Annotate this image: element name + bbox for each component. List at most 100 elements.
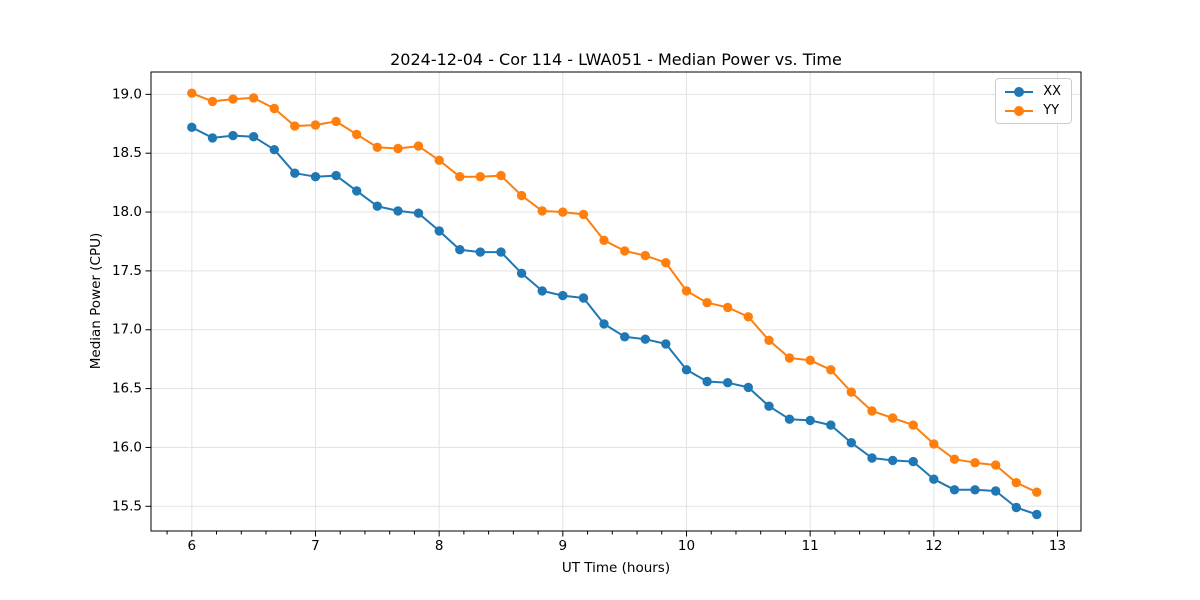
data-point-yy [248,93,259,103]
data-point-yy [1011,478,1021,488]
data-point-yy [475,172,485,182]
data-point-yy [846,387,856,397]
data-point-yy [805,355,815,365]
data-point-yy [991,460,1001,470]
y-tick-label: 19.0 [112,86,142,102]
circle-marker-icon [1014,86,1025,97]
legend-label-xx: XX [1043,84,1061,99]
data-point-xx [558,290,568,301]
x-tick-label: 12 [925,538,942,554]
data-point-yy [331,116,341,127]
data-point-xx [888,455,898,466]
x-tick-label: 13 [1049,538,1066,554]
data-point-yy [187,88,197,98]
x-tick-label: 8 [435,538,444,554]
data-point-xx [496,247,506,257]
y-tick-label: 15.5 [112,498,142,514]
data-point-yy [290,121,300,131]
data-point-yy [516,190,527,201]
data-point-xx [413,208,424,218]
legend-item-yy: YY [1005,104,1061,117]
data-point-yy [929,439,939,449]
data-point-xx [826,420,836,430]
data-point-xx [681,365,692,375]
data-point-yy [372,142,382,152]
x-tick-label: 6 [188,538,197,554]
data-point-xx [805,415,815,426]
data-point-xx [970,485,980,495]
data-point-xx [290,168,300,178]
data-point-xx [661,339,671,349]
legend-label-yy: YY [1043,103,1060,118]
data-point-yy [537,206,547,216]
x-tick-label: 7 [311,538,320,554]
data-point-yy [702,298,712,308]
data-point-xx [764,401,774,411]
data-point-yy [496,170,506,181]
data-point-yy [393,143,403,154]
x-axis-label: UT Time (hours) [561,560,671,576]
data-point-xx [784,414,795,424]
y-tick-label: 16.0 [112,439,142,455]
data-point-yy [867,406,877,416]
data-point-yy [455,172,465,182]
legend-item-xx: XX [1005,85,1061,98]
data-point-xx [331,170,341,181]
data-point-xx [599,319,609,329]
plot-border [150,71,1082,532]
data-point-yy [310,120,321,130]
y-tick-label: 17.0 [112,322,142,338]
data-point-xx [1011,502,1021,513]
x-tick-label: 11 [802,538,819,554]
x-tick-label: 10 [678,538,695,554]
data-point-yy [352,129,362,140]
data-point-yy [558,207,568,217]
data-point-yy [661,258,671,268]
data-point-yy [578,209,589,220]
chart-title: 2024-12-04 - Cor 114 - LWA051 - Median P… [390,50,842,69]
data-point-xx [702,376,712,387]
data-point-xx [310,172,321,182]
y-tick-label: 17.5 [112,263,142,279]
circle-marker-icon [1014,105,1025,116]
data-point-xx [269,145,279,155]
data-point-yy [826,365,836,375]
data-point-yy [908,420,918,430]
y-tick-label: 16.5 [112,381,142,397]
data-point-yy [888,413,898,423]
data-point-yy [723,302,733,313]
data-point-xx [743,382,753,393]
data-point-xx [908,456,918,467]
data-point-yy [434,155,444,165]
data-point-xx [434,226,444,236]
data-point-yy [1032,487,1042,497]
data-point-xx [228,130,238,141]
data-point-yy [784,353,795,363]
y-tick-label: 18.0 [112,204,142,220]
data-point-yy [743,312,753,322]
data-point-yy [413,141,424,151]
data-point-xx [537,286,547,296]
data-point-xx [372,201,382,211]
data-point-yy [207,96,218,107]
series-line-xx [190,126,1038,516]
data-point-xx [207,133,218,143]
data-point-yy [640,250,650,261]
data-point-xx [578,293,589,303]
data-point-xx [640,334,650,344]
data-point-xx [620,332,630,342]
data-point-yy [970,458,980,468]
data-point-xx [723,378,733,388]
data-point-yy [599,235,609,245]
data-point-xx [929,474,939,484]
data-point-yy [228,94,238,104]
data-point-xx [991,486,1001,496]
data-point-yy [764,335,774,345]
data-point-xx [455,245,465,255]
legend-swatch-xx [1005,86,1034,97]
x-tick-label: 9 [559,538,568,554]
legend-swatch-yy [1005,105,1034,116]
data-point-xx [516,268,527,278]
